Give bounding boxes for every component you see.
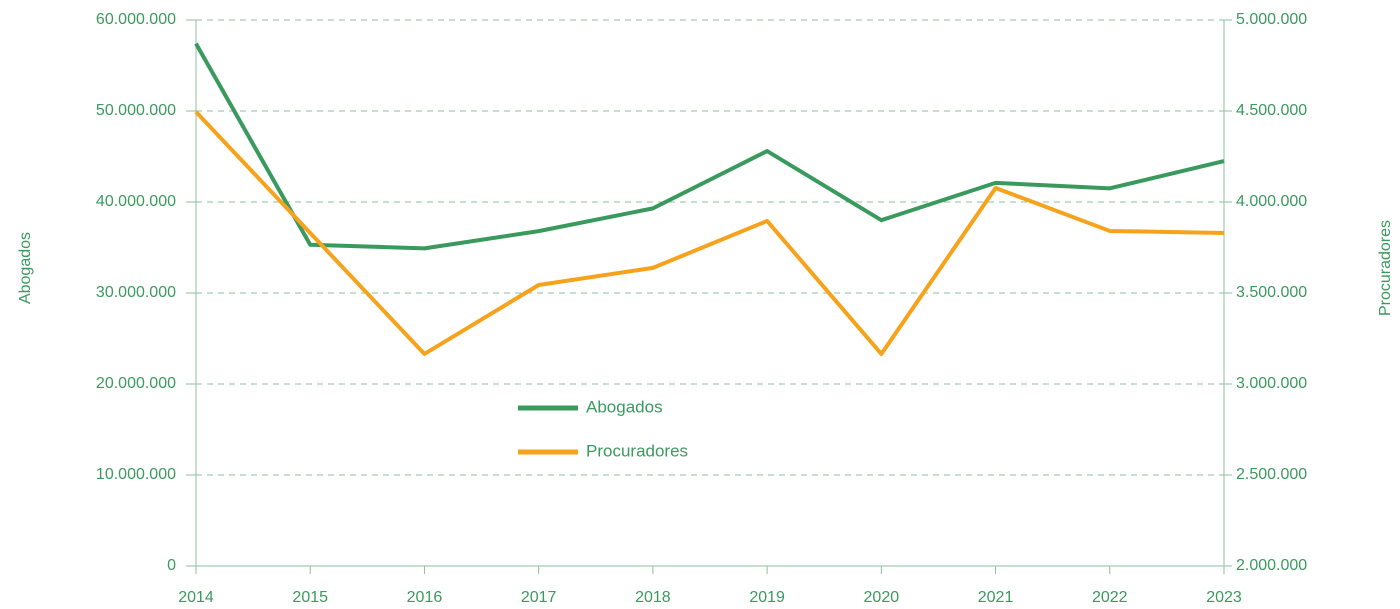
series-line <box>194 42 1225 251</box>
legend-label: Abogados <box>586 397 663 416</box>
y-tick-label: 40.000.000 <box>96 193 176 210</box>
y2-tick-label: 2.000.000 <box>1236 557 1307 574</box>
x-tick-label: 2020 <box>864 589 900 606</box>
legend-label: Procuradores <box>586 441 688 460</box>
y-tick-label: 60.000.000 <box>96 11 176 28</box>
y-axis-title: Abogados <box>17 232 34 304</box>
x-tick-label: 2018 <box>635 589 671 606</box>
x-tick-label: 2017 <box>521 589 557 606</box>
y2-tick-label: 4.000.000 <box>1236 193 1307 210</box>
y-tick-label: 50.000.000 <box>96 102 176 119</box>
x-tick-label: 2021 <box>978 589 1014 606</box>
x-tick-label: 2014 <box>178 589 214 606</box>
y-tick-label: 0 <box>167 557 176 574</box>
y-tick-label: 20.000.000 <box>96 375 176 392</box>
y-tick-label: 30.000.000 <box>96 284 176 301</box>
y2-tick-label: 4.500.000 <box>1236 102 1307 119</box>
y2-tick-label: 3.000.000 <box>1236 375 1307 392</box>
y-tick-label: 10.000.000 <box>96 466 176 483</box>
x-tick-label: 2019 <box>749 589 785 606</box>
y2-tick-label: 5.000.000 <box>1236 11 1307 28</box>
series-line <box>194 110 1225 356</box>
x-tick-label: 2016 <box>407 589 443 606</box>
y2-tick-label: 2.500.000 <box>1236 466 1307 483</box>
x-tick-label: 2023 <box>1206 589 1242 606</box>
y2-tick-label: 3.500.000 <box>1236 284 1307 301</box>
x-tick-label: 2015 <box>292 589 328 606</box>
y2-axis-title: Procuradores <box>1377 220 1394 316</box>
x-tick-label: 2022 <box>1092 589 1128 606</box>
